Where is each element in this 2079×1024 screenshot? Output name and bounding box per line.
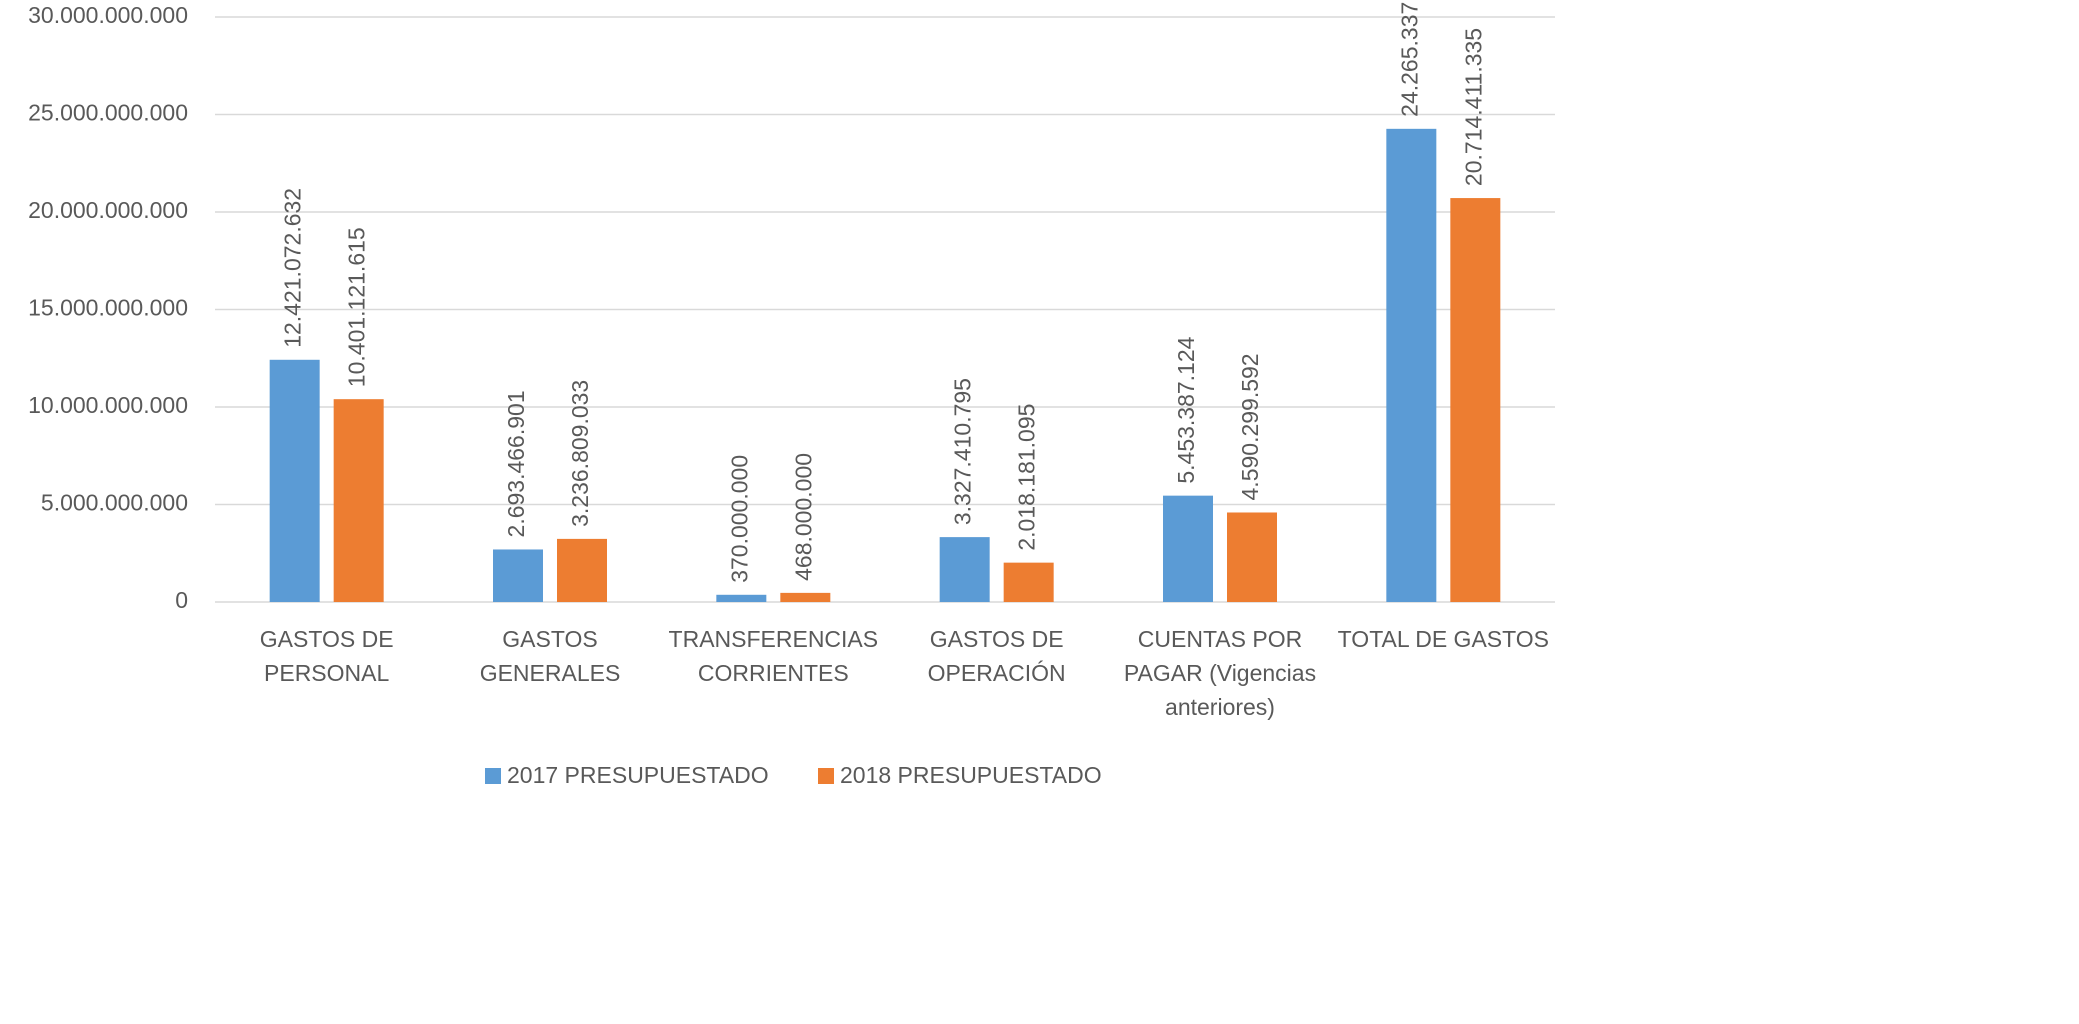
bar <box>1386 128 1437 602</box>
value-label: 24.265.337.452 <box>1396 0 1422 117</box>
x-tick-label: TOTAL DE GASTOS <box>1337 626 1549 652</box>
bar <box>1227 512 1277 602</box>
value-label: 468.000.000 <box>790 453 816 581</box>
y-tick-label: 30.000.000.000 <box>28 2 188 28</box>
value-label: 3.236.809.033 <box>567 380 593 527</box>
x-tick-label: GASTOS DE PERSONAL <box>259 626 394 686</box>
value-label: 2.693.466.901 <box>503 390 529 537</box>
bar <box>493 549 543 602</box>
bar <box>333 399 384 602</box>
bar <box>269 359 320 602</box>
value-label: 3.327.410.795 <box>950 378 976 525</box>
y-tick-label: 0 <box>175 587 188 613</box>
bar <box>939 537 990 602</box>
legend-swatch <box>818 768 834 784</box>
x-tick-label: GASTOS DE OPERACIÓN <box>927 626 1066 686</box>
y-tick-label: 20.000.000.000 <box>28 197 188 223</box>
value-label: 12.421.072.632 <box>280 188 306 348</box>
x-tick-label: CUENTAS POR PAGAR (Vigencias anteriores) <box>1123 626 1317 720</box>
value-label: 2.018.181.095 <box>1014 404 1040 551</box>
legend-swatch <box>485 768 501 784</box>
legend-label: 2017 PRESUPUESTADO <box>507 762 769 788</box>
value-label: 370.000.000 <box>726 455 752 583</box>
bar <box>1003 562 1054 602</box>
bar <box>557 538 607 602</box>
bar <box>716 594 767 602</box>
value-label: 5.453.387.124 <box>1173 336 1199 483</box>
y-tick-label: 10.000.000.000 <box>28 392 188 418</box>
y-tick-label: 15.000.000.000 <box>28 295 188 321</box>
value-label: 20.714.411.335 <box>1460 28 1486 186</box>
x-tick-label: GASTOS GENERALES <box>479 626 621 686</box>
bar <box>780 592 831 602</box>
value-label: 10.401.121.615 <box>344 227 370 387</box>
x-tick-label: TRANSFERENCIAS CORRIENTES <box>668 626 879 686</box>
y-tick-label: 25.000.000.000 <box>28 100 188 126</box>
bar <box>1163 495 1213 602</box>
y-tick-label: 5.000.000.000 <box>41 490 188 516</box>
legend-label: 2018 PRESUPUESTADO <box>840 762 1102 788</box>
value-label: 4.590.299.592 <box>1237 353 1263 500</box>
bar <box>1450 198 1501 603</box>
